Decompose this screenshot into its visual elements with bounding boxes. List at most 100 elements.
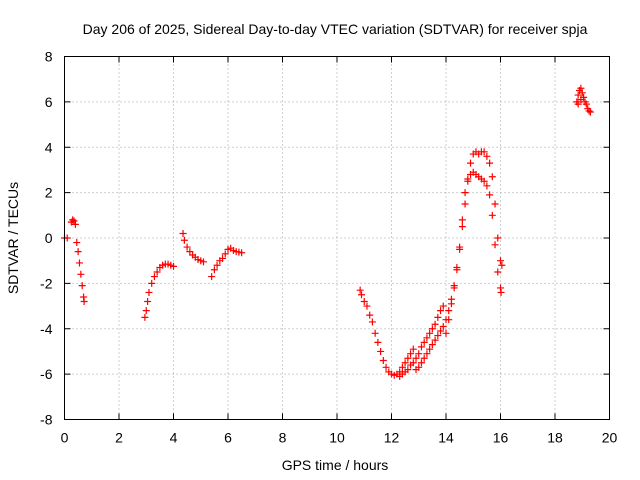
data-point (213, 261, 221, 269)
data-point (458, 223, 466, 231)
data-point (494, 234, 502, 242)
data-point (75, 259, 83, 267)
data-point (210, 266, 218, 274)
data-point (428, 341, 436, 349)
x-tick-label: 0 (61, 430, 69, 446)
x-tick-label: 14 (438, 430, 454, 446)
data-point (80, 298, 88, 306)
data-point (494, 268, 502, 276)
data-point (409, 359, 417, 367)
data-point (445, 316, 453, 324)
data-point (445, 307, 453, 315)
data-point (420, 354, 428, 362)
data-point (582, 100, 590, 108)
y-tick-label: 2 (45, 185, 53, 201)
data-point (458, 216, 466, 224)
x-tick-label: 2 (115, 430, 123, 446)
data-point (483, 182, 491, 190)
data-point (148, 279, 156, 287)
data-point (78, 282, 86, 290)
data-point (401, 359, 409, 367)
x-tick-label: 20 (602, 430, 618, 446)
data-point (409, 345, 417, 353)
data-point (404, 354, 412, 362)
y-tick-label: 0 (45, 230, 53, 246)
data-point (404, 366, 412, 374)
data-point (219, 254, 227, 262)
y-tick-label: 6 (45, 94, 53, 110)
data-point (437, 307, 445, 315)
data-point (456, 243, 464, 251)
data-point (371, 329, 379, 337)
data-point (180, 236, 188, 244)
x-tick-labels: 0 2 4 6 8 10 12 14 16 18 20 (61, 430, 618, 446)
data-point (480, 177, 488, 185)
data-point (73, 239, 81, 247)
data-point (461, 189, 469, 197)
y-tick-label: -2 (40, 275, 53, 291)
data-point (431, 320, 439, 328)
x-axis-label: GPS time / hours (282, 457, 389, 473)
data-point (221, 250, 229, 258)
x-tick-label: 12 (384, 430, 400, 446)
data-point (69, 216, 77, 224)
data-point (461, 200, 469, 208)
data-point (238, 249, 246, 257)
grid (64, 56, 610, 420)
data-point (360, 298, 368, 306)
data-point (574, 100, 582, 108)
data-point (417, 359, 425, 367)
data-point (368, 318, 376, 326)
data-point (379, 357, 387, 365)
data-point (467, 159, 475, 167)
x-tick-label: 10 (329, 430, 345, 446)
data-point (453, 263, 461, 271)
y-tick-label: -6 (40, 366, 53, 382)
data-point (480, 148, 488, 156)
data-point (150, 273, 158, 281)
data-point (497, 288, 505, 296)
data-point (483, 152, 491, 160)
data-point (442, 329, 450, 337)
data-point (491, 200, 499, 208)
data-point (71, 220, 79, 228)
data-point (142, 307, 150, 315)
data-point (488, 211, 496, 219)
data-point (437, 327, 445, 335)
data-point (74, 248, 82, 256)
data-point (577, 84, 585, 92)
data-point (382, 363, 390, 371)
data-point (153, 268, 161, 276)
data-point (431, 336, 439, 344)
x-tick-label: 16 (493, 430, 509, 446)
data-point (363, 302, 371, 310)
x-tick-label: 4 (170, 430, 178, 446)
data-point (464, 175, 472, 183)
data-point (585, 107, 593, 115)
data-point (578, 89, 586, 97)
data-point (426, 345, 434, 353)
plot-frame (64, 56, 610, 420)
y-tick-label: 4 (45, 139, 53, 155)
data-point (574, 91, 582, 99)
data-point (420, 338, 428, 346)
data-point (412, 354, 420, 362)
data-point (407, 350, 415, 358)
data-point (428, 325, 436, 333)
chart-title: Day 206 of 2025, Sidereal Day-to-day VTE… (83, 21, 588, 37)
data-point (415, 363, 423, 371)
data-point (170, 262, 177, 270)
data-point (144, 298, 152, 306)
data-point (450, 284, 458, 292)
x-tick-label: 18 (547, 430, 563, 446)
data-point (358, 291, 366, 299)
data-point (145, 288, 153, 296)
data-point (356, 286, 364, 294)
data-point (586, 108, 594, 116)
y-tick-label: -4 (40, 321, 53, 337)
data-point (70, 217, 78, 225)
data-point (423, 350, 431, 358)
data-point (417, 343, 425, 351)
